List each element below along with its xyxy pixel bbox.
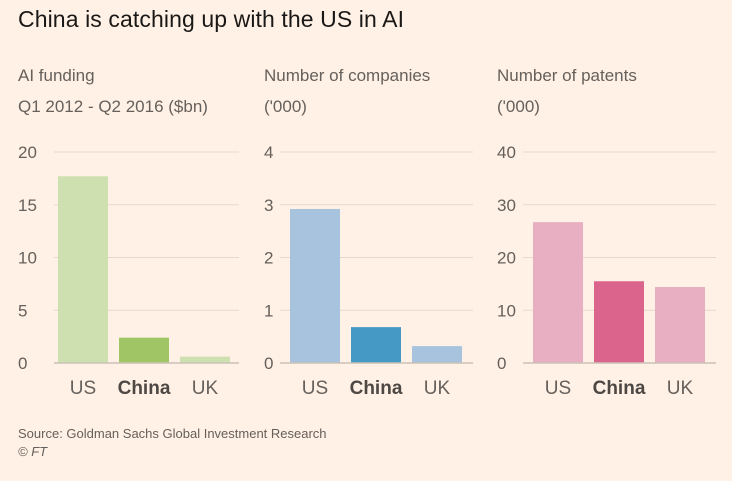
y-tick-label: 0 (264, 354, 273, 373)
y-tick-label: 4 (264, 143, 273, 162)
y-tick-label: 0 (497, 354, 506, 373)
panel-title-text: AI funding (18, 66, 95, 85)
panel-subtitle-text: ('000) (264, 97, 307, 116)
y-tick-label: 5 (18, 301, 27, 320)
panel-title-text: Number of patents (497, 66, 637, 85)
x-category-label: UK (192, 378, 219, 399)
x-category-label: US (302, 378, 328, 399)
panel-title-text: Number of companies (264, 66, 431, 85)
y-tick-label: 20 (18, 143, 37, 162)
y-tick-label: 15 (18, 196, 37, 215)
x-category-label: China (593, 378, 646, 399)
y-tick-label: 10 (497, 301, 516, 320)
y-tick-label: 2 (264, 249, 273, 268)
y-tick-label: 3 (264, 196, 273, 215)
x-category-label: UK (424, 378, 451, 399)
bar-us (533, 222, 583, 363)
y-tick-label: 1 (264, 301, 273, 320)
bar-china (351, 327, 401, 363)
bar-uk (655, 287, 705, 363)
copyright-text: © FT (18, 444, 48, 459)
x-category-label: US (70, 378, 96, 399)
panel-subtitle-text: Q1 2012 - Q2 2016 ($bn) (18, 97, 208, 116)
y-tick-label: 0 (18, 354, 27, 373)
x-category-label: US (545, 378, 571, 399)
source-note: Source: Goldman Sachs Global Investment … (18, 425, 327, 461)
bar-china (594, 281, 644, 363)
bar-uk (180, 356, 230, 363)
panel-subtitle-text: ('000) (497, 97, 540, 116)
panel-title-companies: Number of companies ('000) (264, 60, 430, 122)
panel-title-funding: AI funding Q1 2012 - Q2 2016 ($bn) (18, 60, 208, 122)
panel-title-patents: Number of patents ('000) (497, 60, 637, 122)
y-tick-label: 30 (497, 196, 516, 215)
source-text: Source: Goldman Sachs Global Investment … (18, 426, 327, 441)
x-category-label: China (350, 378, 403, 399)
y-tick-label: 10 (18, 249, 37, 268)
bar-us (58, 176, 108, 363)
bar-china (119, 337, 169, 363)
x-category-label: UK (667, 378, 694, 399)
bar-uk (412, 346, 462, 363)
y-tick-label: 20 (497, 249, 516, 268)
y-tick-label: 40 (497, 143, 516, 162)
x-category-label: China (118, 378, 171, 399)
chart-title: China is catching up with the US in AI (18, 6, 405, 32)
bar-us (290, 208, 340, 363)
